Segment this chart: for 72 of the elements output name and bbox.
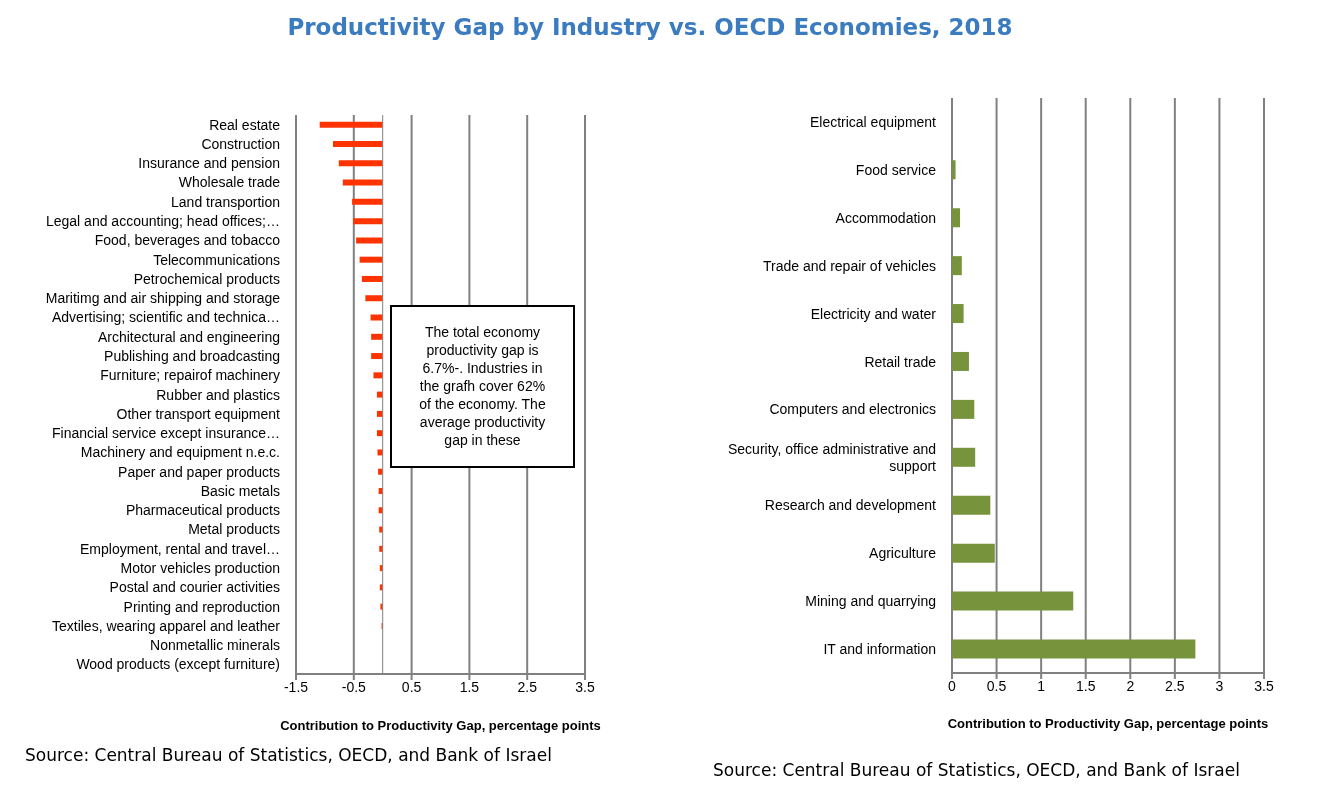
bar bbox=[952, 256, 962, 276]
x-tick-label: 1.5 bbox=[459, 678, 480, 695]
x-tick-label: 2 bbox=[1126, 677, 1135, 694]
y-tick-label: Pharmaceutical products bbox=[125, 502, 280, 519]
bar bbox=[952, 543, 995, 563]
y-tick-label: Architectural and engineering bbox=[97, 328, 280, 345]
bar bbox=[952, 208, 961, 228]
y-tick-label: Security, office administrative and support bbox=[727, 440, 937, 474]
y-tick-label: Research and development bbox=[764, 497, 937, 514]
y-tick-label: Electricity and water bbox=[810, 305, 937, 322]
y-tick-label: Postal and courier activities bbox=[109, 579, 280, 596]
bar bbox=[952, 351, 969, 371]
source-note: Source: Central Bureau of Statistics, OECD, and Bank of Israel bbox=[713, 760, 1240, 780]
x-tick-label: 1 bbox=[1037, 677, 1046, 694]
x-tick-label: 3 bbox=[1215, 677, 1224, 694]
bar bbox=[952, 591, 1074, 611]
y-tick-label: Agriculture bbox=[869, 545, 937, 562]
bar bbox=[952, 160, 956, 180]
y-tick-label: Computers and electronics bbox=[769, 401, 936, 418]
y-tick-label: Food service bbox=[855, 161, 937, 178]
y-tick-label: Publishing and broadcasting bbox=[104, 347, 280, 364]
y-tick-label: Other transport equipment bbox=[116, 405, 281, 422]
x-tick-label: -0.5 bbox=[341, 678, 367, 695]
y-tick-label: Rubber and plastics bbox=[156, 386, 280, 403]
y-tick-label: Advertising; scientific and technica… bbox=[52, 309, 280, 326]
bar bbox=[952, 399, 975, 419]
y-tick-label: Machinery and equipment n.e.c. bbox=[80, 444, 280, 461]
y-tick-label: Land transportion bbox=[171, 193, 280, 210]
y-tick-label: Employment, rental and travel… bbox=[80, 540, 280, 557]
y-tick-label: Accommodation bbox=[835, 209, 936, 226]
bar bbox=[952, 447, 976, 467]
source-note: Source: Central Bureau of Statistics, OECD, and Bank of Israel bbox=[25, 745, 552, 765]
bar bbox=[952, 639, 1196, 659]
y-tick-label: Metal products bbox=[188, 521, 280, 538]
x-tick-label: 0 bbox=[948, 677, 957, 694]
y-tick-label: Financial service except insurance… bbox=[52, 425, 280, 442]
y-tick-label: Food, beverages and tobacco bbox=[94, 232, 281, 249]
x-axis-title: Contribution to Productivity Gap, percentage points bbox=[946, 716, 1270, 731]
y-tick-label: Construction bbox=[201, 135, 280, 152]
y-tick-label: Nonmetallic minerals bbox=[150, 637, 280, 654]
x-tick-label: -1.5 bbox=[283, 678, 309, 695]
note-box: The total economy productivity gap is 6.7%-. Industries in the grafh cover 62% of the economy. The average productivity gap in these bbox=[390, 305, 575, 468]
x-tick-label: 3.5 bbox=[1254, 677, 1274, 694]
y-tick-label: Petrochemical products bbox=[133, 270, 280, 287]
x-tick-label: 2.5 bbox=[1165, 677, 1185, 694]
y-tick-label: Paper and paper products bbox=[118, 463, 280, 480]
y-tick-label: Mining and quarrying bbox=[805, 593, 936, 610]
y-tick-label: Basic metals bbox=[200, 482, 280, 499]
y-tick-label: Electrical equipment bbox=[809, 113, 937, 130]
x-axis-title: Contribution to Productivity Gap, percentage points bbox=[279, 718, 602, 733]
x-tick-label: 3.5 bbox=[575, 678, 595, 695]
bar bbox=[952, 304, 964, 324]
y-tick-label: Textiles, wearing apparel and leather bbox=[51, 617, 281, 634]
y-tick-label: Furniture; repairof machinery bbox=[100, 367, 280, 384]
x-tick-label: 0.5 bbox=[986, 677, 1007, 694]
bar bbox=[952, 495, 991, 515]
y-tick-label: Telecommunications bbox=[153, 251, 280, 268]
y-tick-label: Insurance and pension bbox=[138, 155, 280, 172]
y-tick-label: Maritimg and air shipping and storage bbox=[45, 290, 281, 307]
y-tick-label: IT and information bbox=[823, 641, 936, 658]
x-tick-label: 0.5 bbox=[401, 678, 422, 695]
y-tick-label: Legal and accounting; head offices;… bbox=[45, 213, 280, 230]
x-tick-label: 2.5 bbox=[517, 678, 538, 695]
y-tick-label: Retail trade bbox=[864, 353, 937, 370]
y-tick-label: Motor vehicles production bbox=[120, 559, 280, 576]
y-tick-label: Trade and repair of vehicles bbox=[762, 257, 936, 274]
y-tick-label: Real estate bbox=[209, 116, 281, 133]
y-tick-label: Wood products (except furniture) bbox=[76, 656, 280, 673]
y-tick-label: Wholesale trade bbox=[178, 174, 281, 191]
text: Productivity Gap by Industry vs. OECD Economies, 2018 bbox=[286, 14, 1014, 40]
x-tick-label: 1.5 bbox=[1075, 677, 1096, 694]
y-tick-label: Printing and reproduction bbox=[123, 598, 280, 615]
